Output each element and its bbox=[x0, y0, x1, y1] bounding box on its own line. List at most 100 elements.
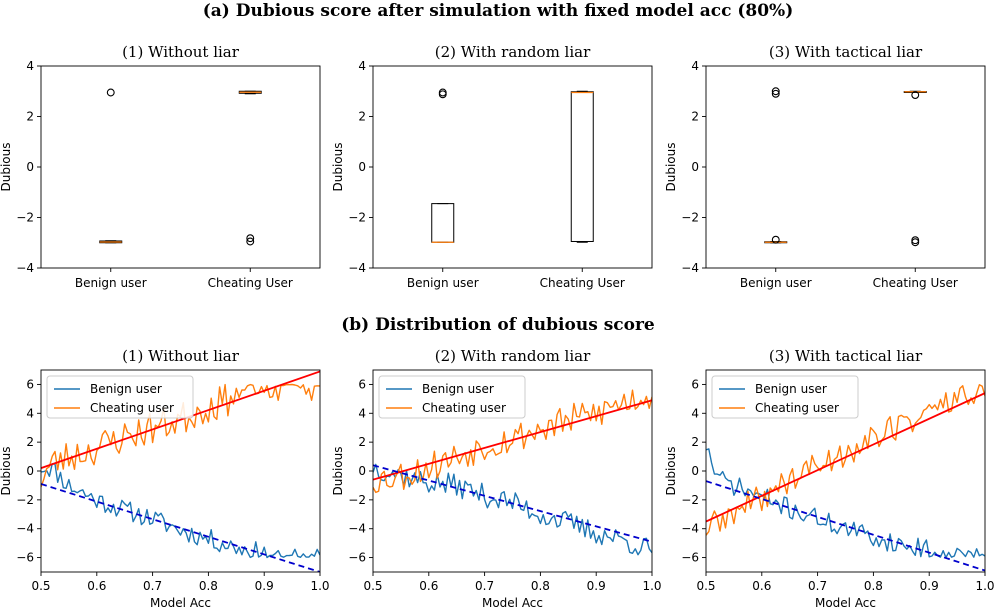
outlier-point bbox=[246, 237, 255, 246]
x-tick-label: Cheating User bbox=[540, 276, 625, 290]
x-tick-label: Benign user bbox=[740, 276, 812, 290]
y-tick-label: −4 bbox=[16, 522, 34, 536]
y-tick-label: −4 bbox=[681, 522, 699, 536]
x-tick-label: 0.7 bbox=[808, 579, 827, 593]
y-tick-label: 0 bbox=[358, 464, 366, 478]
legend: Benign user Cheating user bbox=[711, 375, 859, 419]
panel-title: (1) Without liar bbox=[122, 43, 240, 61]
y-tick-label: 4 bbox=[26, 406, 34, 420]
trend-line-cheating bbox=[373, 399, 652, 481]
panel-a3: (3) With tactical liar 4 2 0 −2 −4 Dubious Beni… bbox=[664, 43, 986, 290]
title-a: (a) Dubious score after simulation with … bbox=[203, 1, 794, 21]
legend-label: Cheating user bbox=[90, 401, 174, 415]
x-tick-label: 0.6 bbox=[419, 579, 438, 593]
title-b: (b) Distribution of dubious score bbox=[341, 315, 655, 335]
x-tick-label: 0.5 bbox=[31, 579, 50, 593]
panel-a1: (1) Without liar 4 2 0 −2 −4 Dubious Benign use… bbox=[0, 43, 321, 290]
outlier-point bbox=[771, 89, 780, 98]
y-tick-label: −2 bbox=[16, 211, 34, 225]
legend-box bbox=[711, 375, 859, 419]
x-tick-label: Cheating User bbox=[873, 276, 958, 290]
outlier-point bbox=[911, 91, 920, 99]
y-tick-label: 4 bbox=[26, 59, 34, 73]
panel-title: (3) With tactical liar bbox=[769, 43, 923, 61]
y-tick-label: −4 bbox=[16, 261, 34, 275]
y-tick-label: −4 bbox=[681, 261, 699, 275]
panel-title: (2) With random liar bbox=[435, 43, 591, 61]
legend-label: Benign user bbox=[90, 382, 162, 396]
y-tick-label: 0 bbox=[26, 464, 34, 478]
y-tick-label: 2 bbox=[358, 110, 366, 124]
x-tick-label: Cheating User bbox=[208, 276, 293, 290]
outlier-point bbox=[771, 87, 780, 96]
trend-line-benign bbox=[41, 483, 320, 572]
box-iqr bbox=[431, 203, 455, 243]
y-tick-label: 0 bbox=[358, 160, 366, 174]
y-tick-label: 4 bbox=[358, 406, 366, 420]
x-axis-label: Model Acc bbox=[482, 596, 543, 610]
y-tick-label: 0 bbox=[691, 160, 699, 174]
x-tick-label: Benign user bbox=[75, 276, 147, 290]
y-tick-label: −2 bbox=[681, 493, 699, 507]
y-tick-label: −6 bbox=[16, 551, 34, 565]
y-tick-label: 6 bbox=[691, 377, 699, 391]
x-tick-label: 0.5 bbox=[363, 579, 382, 593]
series-line-cheating bbox=[373, 389, 652, 494]
x-tick-label: 0.9 bbox=[920, 579, 939, 593]
x-tick-label: 0.7 bbox=[143, 579, 162, 593]
y-tick-label: 2 bbox=[26, 435, 34, 449]
plot-frame bbox=[372, 65, 653, 269]
trend-line-cheating bbox=[706, 392, 985, 523]
x-tick-label: 1.0 bbox=[975, 579, 994, 593]
panel-b2: (2) With random liar 6 4 2 0 −2 −4 −6 Dubious 0.5… bbox=[331, 347, 662, 610]
x-tick-label: 0.9 bbox=[587, 579, 606, 593]
series-line-cheating bbox=[706, 384, 985, 536]
y-tick-label: 2 bbox=[691, 110, 699, 124]
x-tick-label: 0.9 bbox=[255, 579, 274, 593]
plot-frame bbox=[40, 369, 321, 573]
outlier-point bbox=[771, 235, 780, 244]
y-tick-label: −2 bbox=[681, 211, 699, 225]
y-tick-label: −2 bbox=[16, 493, 34, 507]
legend-label: Benign user bbox=[755, 382, 827, 396]
x-tick-label: 0.6 bbox=[752, 579, 771, 593]
x-tick-label: 1.0 bbox=[310, 579, 329, 593]
trend-line-benign bbox=[373, 464, 652, 543]
plot-frame bbox=[705, 65, 986, 269]
y-axis-label: Dubious bbox=[331, 143, 345, 192]
y-tick-label: 6 bbox=[358, 377, 366, 391]
x-tick-label: 0.5 bbox=[696, 579, 715, 593]
y-tick-label: −6 bbox=[681, 551, 699, 565]
y-axis-label: Dubious bbox=[331, 447, 345, 496]
outlier-point bbox=[911, 236, 920, 245]
plot-frame bbox=[705, 369, 986, 573]
panel-title: (2) With random liar bbox=[435, 347, 591, 365]
y-tick-label: 2 bbox=[26, 110, 34, 124]
legend: Benign user Cheating user bbox=[378, 375, 526, 419]
legend-box bbox=[378, 375, 526, 419]
y-tick-label: 2 bbox=[691, 435, 699, 449]
y-axis-label: Dubious bbox=[664, 447, 678, 496]
y-tick-label: −4 bbox=[348, 261, 366, 275]
x-tick-label: 0.7 bbox=[475, 579, 494, 593]
outlier-point bbox=[246, 234, 255, 243]
y-tick-label: 4 bbox=[691, 59, 699, 73]
y-tick-label: −4 bbox=[348, 522, 366, 536]
trend-line-benign bbox=[706, 480, 985, 572]
y-tick-label: 6 bbox=[26, 377, 34, 391]
y-tick-label: −2 bbox=[348, 211, 366, 225]
legend-label: Cheating user bbox=[755, 401, 839, 415]
outlier-point bbox=[911, 238, 920, 247]
x-tick-label: 1.0 bbox=[642, 579, 661, 593]
plot-frame bbox=[40, 65, 321, 269]
y-tick-label: −6 bbox=[348, 551, 366, 565]
y-tick-label: 4 bbox=[691, 406, 699, 420]
legend-label: Cheating user bbox=[422, 401, 506, 415]
legend-label: Benign user bbox=[422, 382, 494, 396]
x-tick-label: 0.8 bbox=[864, 579, 883, 593]
panel-title: (1) Without liar bbox=[122, 347, 240, 365]
panel-b1: (1) Without liar 6 4 2 0 −2 −4 −6 Dubious 0.5 0.6 0… bbox=[0, 347, 330, 610]
x-tick-label: 0.8 bbox=[531, 579, 550, 593]
x-tick-label: Benign user bbox=[407, 276, 479, 290]
